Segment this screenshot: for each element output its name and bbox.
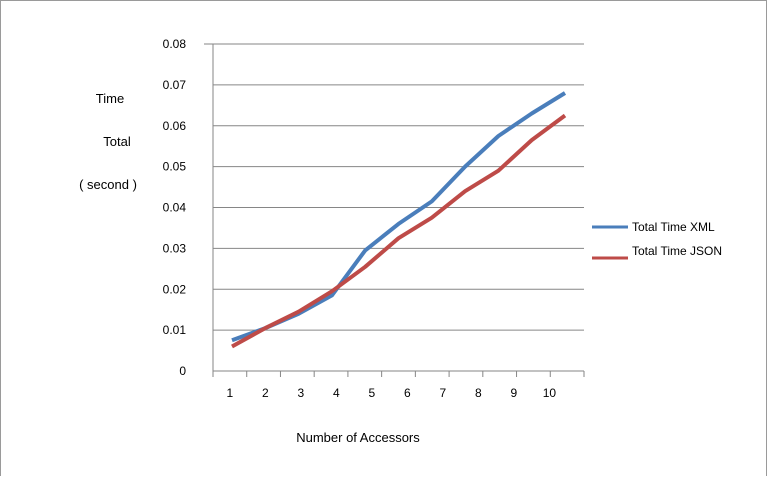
y-tick-label: 0.04 [163, 201, 187, 215]
axes [204, 43, 585, 377]
y-tick-labels: 0 0.01 0.02 0.03 0.04 0.05 0.06 0.07 0.08 [163, 37, 187, 378]
legend-label-json: Total Time JSON [632, 244, 722, 258]
x-tick-label: 4 [333, 386, 340, 400]
x-tick-label: 10 [543, 386, 557, 400]
y-axis-label-line-1: Time [96, 91, 124, 106]
y-tick-label: 0.06 [163, 119, 187, 133]
x-tick-label: 8 [475, 386, 482, 400]
legend: Total Time XML Total Time JSON [592, 220, 722, 260]
y-tick-label: 0.05 [163, 160, 187, 174]
x-tick-label: 1 [227, 386, 234, 400]
y-tick-label: 0.07 [163, 78, 187, 92]
y-tick-label: 0.08 [163, 37, 187, 51]
legend-label-xml: Total Time XML [632, 220, 715, 234]
series-line-json [231, 113, 567, 349]
series-line-xml [231, 91, 567, 343]
x-tick-label: 2 [262, 386, 269, 400]
x-tick-label: 7 [440, 386, 447, 400]
y-tick-label: 0 [179, 364, 186, 378]
y-tick-label: 0.02 [163, 282, 187, 296]
y-tick-label: 0.03 [163, 241, 187, 255]
x-tick-label: 3 [298, 386, 305, 400]
y-tick-label: 0.01 [163, 323, 187, 337]
series-lines [231, 91, 567, 349]
x-tick-labels: 1 2 3 4 5 6 7 8 9 10 [227, 386, 557, 400]
y-axis-label-line-2: Total [103, 134, 131, 149]
gridlines [213, 43, 584, 331]
y-axis-label-line-3: ( second ) [79, 177, 137, 192]
x-axis-label: Number of Accessors [296, 430, 420, 445]
x-tick-label: 9 [511, 386, 518, 400]
x-tick-label: 6 [404, 386, 411, 400]
x-tick-label: 5 [369, 386, 376, 400]
